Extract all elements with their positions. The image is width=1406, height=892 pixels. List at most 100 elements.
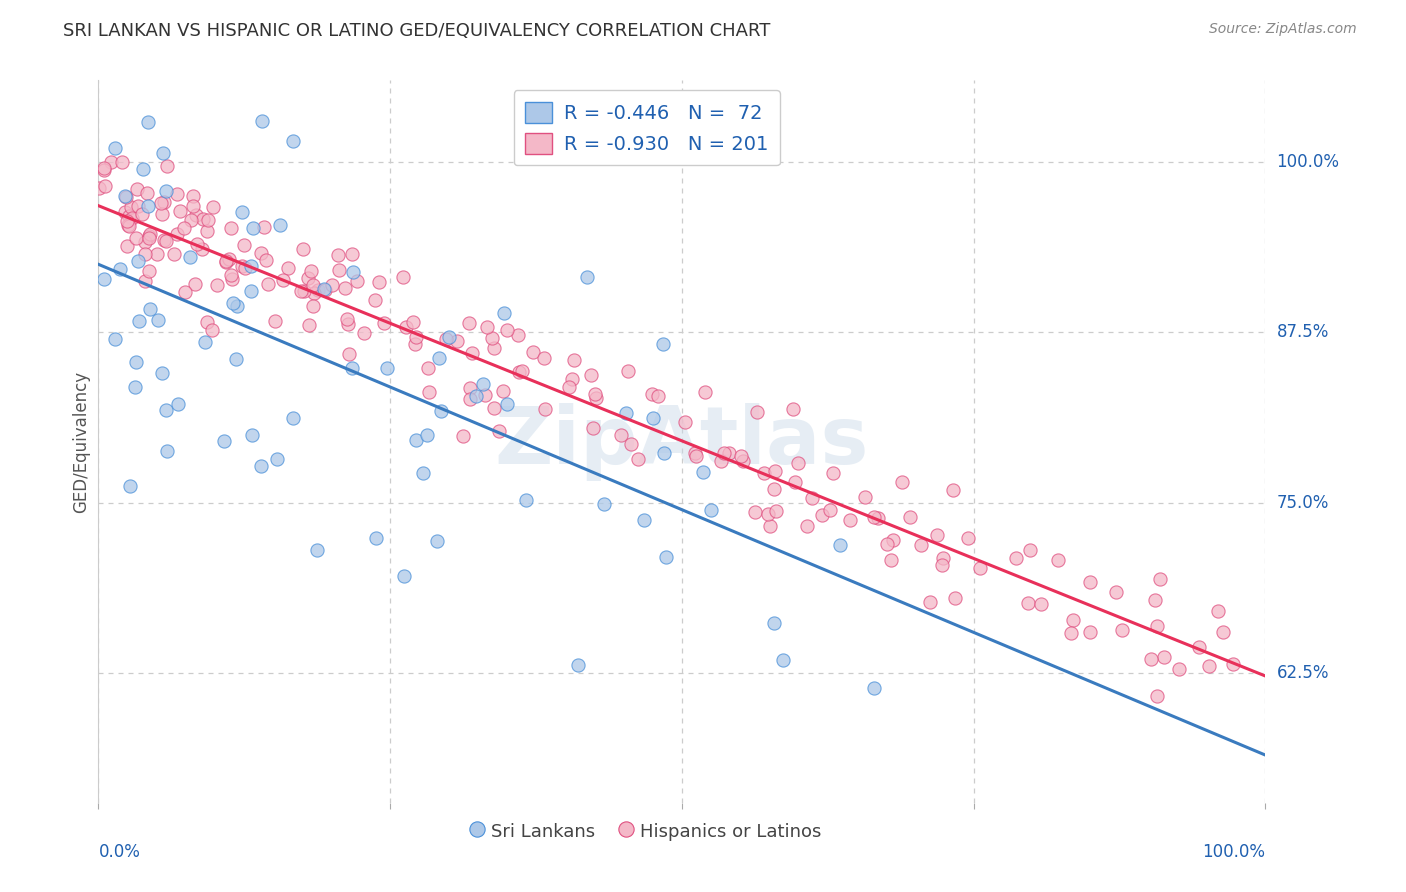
Point xyxy=(830,538,852,552)
Text: 87.5%: 87.5% xyxy=(1277,324,1329,342)
Point xyxy=(405,433,427,447)
Point xyxy=(460,392,482,406)
Point xyxy=(342,265,364,279)
Point xyxy=(416,360,439,375)
Point xyxy=(197,213,219,227)
Point xyxy=(713,446,735,460)
Point xyxy=(292,284,315,298)
Point xyxy=(1140,652,1163,666)
Point xyxy=(910,538,932,552)
Point xyxy=(242,221,264,235)
Point xyxy=(418,384,440,399)
Point xyxy=(254,253,277,268)
Point xyxy=(510,364,533,378)
Point xyxy=(692,465,714,479)
Point xyxy=(301,299,323,313)
Text: 100.0%: 100.0% xyxy=(1277,153,1340,171)
Point xyxy=(120,479,142,493)
Point xyxy=(291,242,314,256)
Point xyxy=(394,568,416,582)
Point xyxy=(283,411,305,425)
Point xyxy=(134,274,156,288)
Point xyxy=(492,384,515,398)
Point xyxy=(787,456,810,470)
Text: 100.0%: 100.0% xyxy=(1202,843,1265,861)
Point xyxy=(166,227,188,242)
Point xyxy=(181,199,204,213)
Point xyxy=(458,316,481,330)
Point xyxy=(1167,662,1189,676)
Point xyxy=(138,229,160,244)
Point xyxy=(482,342,505,356)
Point xyxy=(585,392,607,406)
Point xyxy=(823,467,845,481)
Point xyxy=(166,397,188,411)
Point xyxy=(155,403,177,417)
Point xyxy=(146,247,169,261)
Point xyxy=(202,200,225,214)
Point xyxy=(302,277,325,292)
Point xyxy=(305,543,328,558)
Point xyxy=(1149,572,1171,586)
Point xyxy=(700,503,723,517)
Point xyxy=(149,195,172,210)
Point xyxy=(240,259,263,273)
Point xyxy=(139,301,162,316)
Point xyxy=(180,213,202,227)
Point xyxy=(693,385,716,400)
Point xyxy=(302,285,325,300)
Point xyxy=(173,220,195,235)
Point xyxy=(496,323,519,337)
Point xyxy=(745,405,768,419)
Point xyxy=(1017,596,1039,610)
Point xyxy=(163,247,186,261)
Point xyxy=(494,306,516,320)
Point xyxy=(446,334,468,349)
Point xyxy=(1078,574,1101,589)
Point xyxy=(250,459,273,474)
Point xyxy=(321,277,343,292)
Point xyxy=(475,320,498,334)
Point xyxy=(839,513,862,527)
Point xyxy=(118,219,141,233)
Point xyxy=(201,323,224,337)
Point xyxy=(508,365,530,379)
Point xyxy=(763,465,786,479)
Point xyxy=(174,285,197,299)
Point xyxy=(1153,650,1175,665)
Point xyxy=(337,347,360,361)
Point xyxy=(1146,619,1168,633)
Point xyxy=(136,199,159,213)
Point xyxy=(128,314,150,328)
Point xyxy=(125,231,148,245)
Point xyxy=(150,366,173,380)
Text: 75.0%: 75.0% xyxy=(1277,494,1329,512)
Point xyxy=(93,161,115,175)
Point xyxy=(136,186,159,201)
Point xyxy=(593,497,616,511)
Point xyxy=(763,615,786,630)
Point xyxy=(810,508,832,523)
Point xyxy=(481,330,503,344)
Point xyxy=(582,420,605,434)
Point xyxy=(93,272,115,286)
Point xyxy=(1146,689,1168,703)
Point xyxy=(484,401,506,415)
Point xyxy=(156,159,179,173)
Point xyxy=(104,141,127,155)
Point xyxy=(186,236,208,251)
Point xyxy=(277,261,299,276)
Point xyxy=(153,233,176,247)
Point xyxy=(533,351,555,365)
Point xyxy=(820,502,842,516)
Point xyxy=(152,145,174,160)
Point xyxy=(353,326,375,341)
Point xyxy=(337,317,360,331)
Point xyxy=(957,531,980,545)
Point xyxy=(156,444,179,458)
Point xyxy=(364,532,387,546)
Point xyxy=(138,264,160,278)
Point xyxy=(340,360,363,375)
Point xyxy=(496,397,519,411)
Point xyxy=(108,261,131,276)
